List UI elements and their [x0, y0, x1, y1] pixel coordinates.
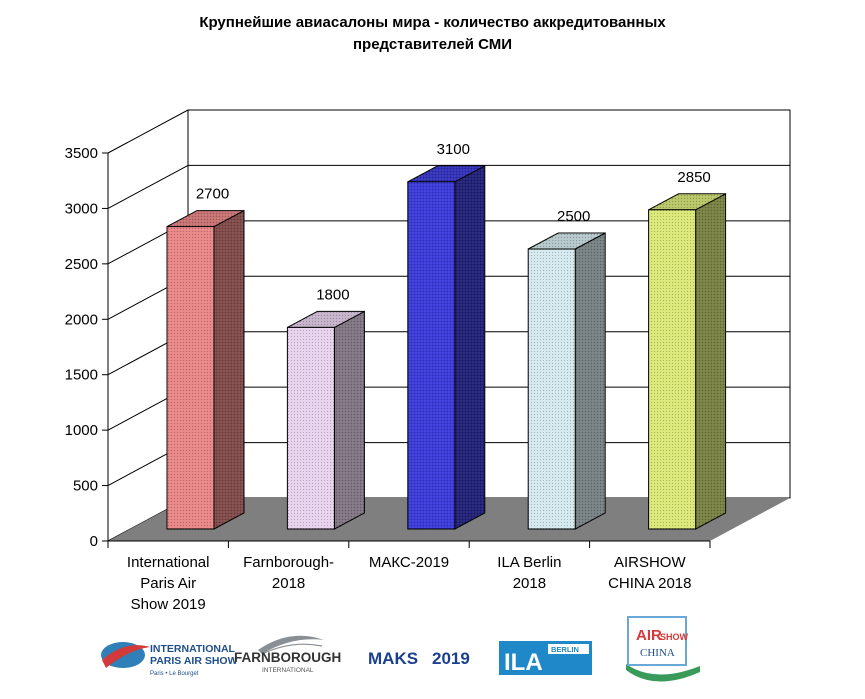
category-label: AIRSHOW — [614, 554, 687, 571]
data-label: 2700 — [196, 186, 229, 203]
logo-paris-air-show: INTERNATIONAL PARIS AIR SHOW Paris • Le … — [101, 642, 238, 677]
gridline-side — [107, 164, 189, 209]
logo-maks: MAKS 2019 — [368, 649, 470, 668]
y-tick-label: 2000 — [65, 311, 98, 328]
category-label: Paris Air — [140, 575, 196, 592]
paris-logo-line1: INTERNATIONAL — [150, 643, 236, 655]
category-label: International — [127, 554, 210, 571]
category-label: Show 2019 — [131, 596, 206, 613]
category-label: 2018 — [513, 575, 546, 592]
chart-bars — [166, 164, 727, 530]
bar — [286, 310, 365, 530]
ila-logo-tag: BERLIN — [551, 645, 579, 654]
logo-ila-berlin: ILA BERLIN — [499, 641, 592, 676]
paris-logo-line2: PARIS AIR SHOW — [150, 655, 238, 667]
y-tick-label: 1500 — [65, 367, 98, 384]
chart-title: Крупнейшие авиасалоны мира - количество … — [0, 12, 865, 56]
chart-title-line-1: Крупнейшие авиасалоны мира - количество … — [199, 14, 666, 31]
bar — [527, 232, 606, 530]
category-label: МАКС-2019 — [369, 554, 449, 571]
category-label: 2018 — [272, 575, 305, 592]
ila-logo-name: ILA — [504, 649, 543, 676]
china-logo-line2: SHOW — [660, 632, 689, 642]
chart-labels: 2700 1800 3100 2500 2850 — [196, 141, 711, 304]
maks-logo-name: MAKS — [368, 649, 418, 668]
logo-farnborough: FARNBOROUGH INTERNATIONAL — [234, 635, 341, 674]
category-label: Farnborough- — [243, 554, 334, 571]
chart-categories: International Paris Air Show 2019 Farnborou… — [127, 554, 692, 613]
y-tick-label: 500 — [73, 478, 98, 495]
category-label: ILA Berlin — [497, 554, 561, 571]
china-logo-line1: AIR — [636, 627, 662, 644]
paris-swoosh-icon — [102, 645, 150, 668]
logo-airshow-china: AIR SHOW CHINA — [626, 616, 700, 682]
data-label: 3100 — [437, 141, 470, 158]
y-tick-label: 1000 — [65, 422, 98, 439]
data-label: 1800 — [316, 286, 349, 303]
chart-axes: 0 500 1000 1500 2000 2500 3000 3500 — [65, 145, 711, 550]
farnborough-logo-line1: FARNBOROUGH — [234, 650, 341, 665]
bar — [407, 164, 486, 530]
bar — [648, 192, 727, 530]
y-tick-label: 3000 — [65, 200, 98, 217]
data-label: 2850 — [677, 169, 710, 186]
maks-logo-year: 2019 — [432, 649, 470, 668]
paris-logo-line3: Paris • Le Bourget — [150, 671, 199, 677]
category-label: CHINA 2018 — [608, 575, 691, 592]
farnborough-logo-line2: INTERNATIONAL — [262, 667, 314, 674]
y-tick-label: 0 — [90, 533, 98, 550]
gridline-side — [107, 109, 189, 154]
y-tick-label: 2500 — [65, 256, 98, 273]
china-logo-line3: CHINA — [640, 647, 675, 659]
y-tick-label: 3500 — [65, 145, 98, 162]
chart-title-line-2: представителей СМИ — [352, 36, 513, 53]
china-wall-icon — [626, 664, 700, 682]
data-label: 2500 — [557, 208, 590, 225]
bar — [166, 209, 245, 530]
